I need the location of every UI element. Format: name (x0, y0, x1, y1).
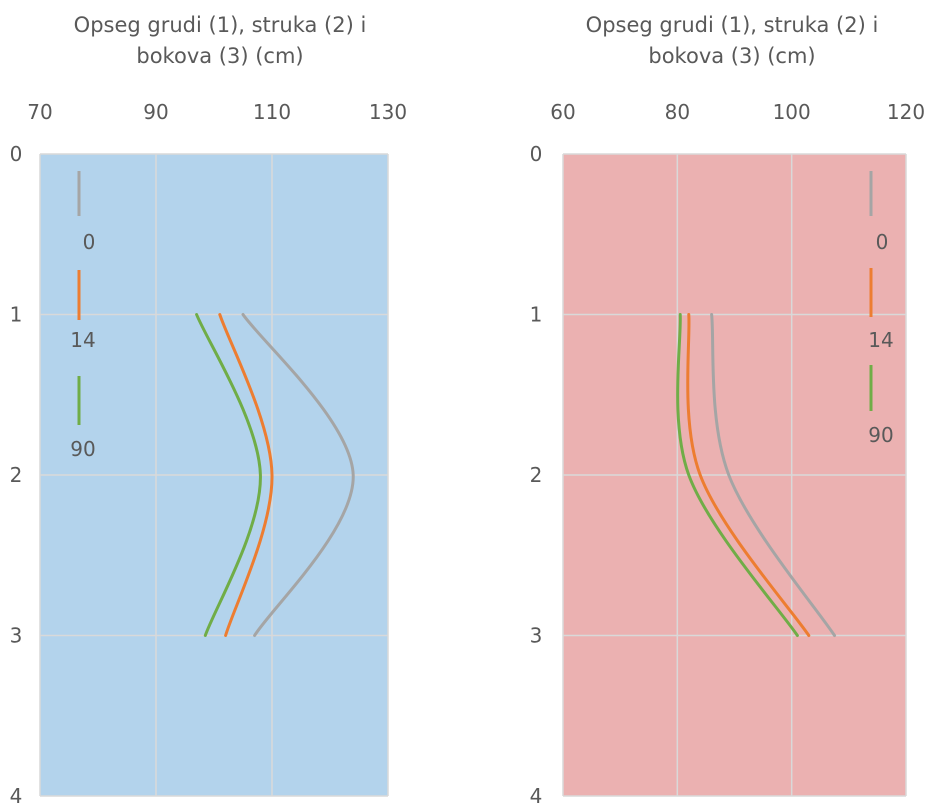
left-chart-title-line: Opseg grudi (1), struka (2) i (74, 13, 367, 37)
right-chart-title-line: bokova (3) (cm) (648, 44, 815, 68)
right-legend-label-14: 14 (868, 328, 893, 352)
left-legend-label-90: 90 (70, 437, 95, 461)
right-y-tick-label: 0 (530, 142, 543, 166)
right-x-tick-label: 60 (550, 100, 575, 124)
right-x-tick-label: 100 (773, 100, 811, 124)
right-chart-title-line: Opseg grudi (1), struka (2) i (586, 13, 879, 37)
left-series-line-0 (241, 313, 355, 637)
right-legend-label-90: 90 (868, 423, 893, 447)
left-y-tick-label: 1 (10, 303, 23, 327)
right-y-tick-label: 1 (530, 303, 543, 327)
left-y-tick-label: 4 (10, 784, 23, 807)
right-y-tick-label: 4 (530, 784, 543, 807)
left-y-tick-label: 3 (10, 624, 23, 648)
right-y-tick-label: 2 (530, 463, 543, 487)
left-x-tick-label: 110 (253, 100, 291, 124)
left-x-tick-label: 130 (369, 100, 407, 124)
left-legend-label-14: 14 (70, 328, 95, 352)
left-x-tick-label: 70 (27, 100, 52, 124)
left-x-tick-label: 90 (143, 100, 168, 124)
right-series-line-90 (676, 313, 799, 637)
right-series-line-14 (686, 313, 811, 637)
left-series-line-90 (195, 313, 262, 637)
right-series-line-0 (710, 313, 837, 637)
right-y-tick-label: 3 (530, 624, 543, 648)
left-chart-title-line: bokova (3) (cm) (136, 44, 303, 68)
right-x-tick-label: 80 (665, 100, 690, 124)
left-legend-label-0: 0 (83, 230, 96, 254)
chart-right: Opseg grudi (1), struka (2) i bokova (3) … (530, 13, 925, 808)
left-y-tick-label: 0 (10, 142, 23, 166)
chart-left: Opseg grudi (1), struka (2) i bokova (3) … (10, 13, 407, 808)
left-series-line-14 (218, 313, 274, 637)
left-y-tick-label: 2 (10, 463, 23, 487)
right-legend-label-0: 0 (876, 230, 889, 254)
right-x-tick-label: 120 (887, 100, 925, 124)
